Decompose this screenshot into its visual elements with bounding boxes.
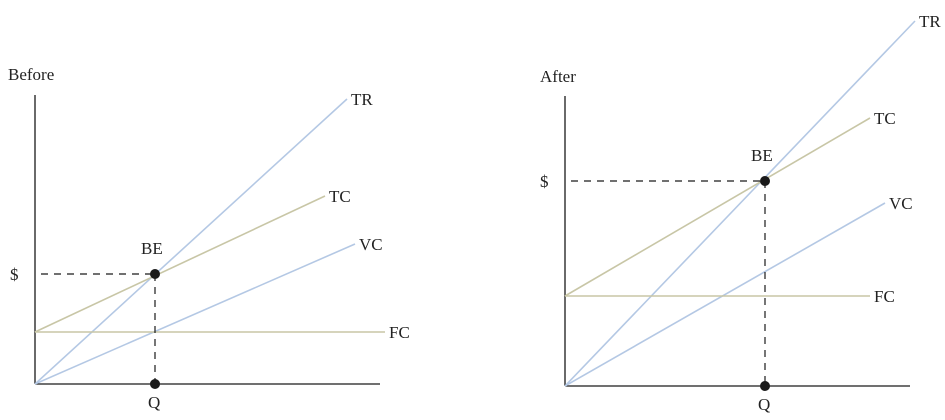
before-dollar-label: $ <box>10 265 19 284</box>
after-q-point <box>760 381 770 391</box>
after-vc-label: VC <box>889 194 913 213</box>
before-be-label: BE <box>141 239 163 258</box>
before-fc-label: FC <box>389 323 410 342</box>
after-chart: After TR TC VC FC BE Q $ <box>540 12 941 414</box>
after-dollar-label: $ <box>540 172 549 191</box>
before-title: Before <box>8 65 54 84</box>
before-q-point <box>150 379 160 389</box>
before-tc-line <box>34 195 326 333</box>
after-tc-label: TC <box>874 109 896 128</box>
before-vc-line <box>34 243 356 385</box>
before-q-label: Q <box>148 393 160 412</box>
after-vc-line <box>564 202 886 387</box>
before-chart: Before TR TC VC FC BE Q $ <box>8 65 410 412</box>
after-tr-label: TR <box>919 12 941 31</box>
before-tr-line <box>34 98 348 385</box>
after-fc-label: FC <box>874 287 895 306</box>
after-q-label: Q <box>758 395 770 414</box>
after-tc-line <box>564 117 871 297</box>
after-be-point <box>760 176 770 186</box>
before-vc-label: VC <box>359 235 383 254</box>
after-be-label: BE <box>751 146 773 165</box>
after-title: After <box>540 67 576 86</box>
after-tr-line <box>564 20 916 387</box>
before-tr-label: TR <box>351 90 373 109</box>
before-tc-label: TC <box>329 187 351 206</box>
before-be-point <box>150 269 160 279</box>
